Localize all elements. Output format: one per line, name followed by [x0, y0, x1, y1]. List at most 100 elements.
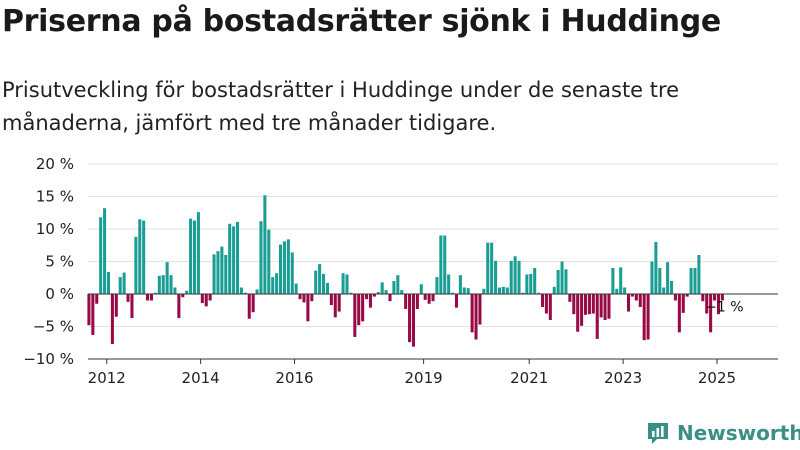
bar	[306, 294, 310, 322]
bar	[138, 219, 142, 294]
bar	[408, 294, 412, 343]
bar	[478, 294, 482, 325]
bar	[263, 195, 267, 294]
bar	[169, 275, 173, 294]
bar	[454, 294, 459, 308]
bar	[705, 294, 709, 314]
bar	[251, 294, 255, 313]
bar	[357, 294, 361, 326]
bar	[212, 254, 216, 294]
bar	[447, 274, 451, 294]
bar	[232, 226, 236, 294]
bar	[384, 290, 388, 294]
bar	[642, 294, 646, 341]
bar	[267, 229, 271, 294]
bar	[685, 294, 689, 297]
bar	[486, 242, 490, 294]
bar	[466, 288, 470, 294]
bar-chart: 20 % 15 % 10 % 5 % 0 % −5 % −10 % 2012 2014 2016…	[23, 155, 778, 387]
bar	[462, 287, 466, 294]
bar	[677, 294, 681, 333]
bar	[494, 260, 498, 294]
x-tick-label: 2016	[275, 369, 313, 387]
bar	[607, 294, 611, 319]
bar	[505, 287, 509, 294]
bar	[337, 294, 341, 312]
bar	[646, 294, 650, 340]
bar	[427, 294, 431, 304]
bar	[243, 292, 247, 294]
bar	[693, 268, 697, 294]
bar	[458, 275, 462, 294]
bar	[185, 290, 189, 294]
bar	[87, 294, 91, 326]
bar	[196, 212, 200, 294]
chart-subtitle: Prisutveckling för bostadsrätter i Huddi…	[2, 78, 680, 135]
bar	[654, 242, 658, 294]
bar	[368, 294, 372, 308]
bar	[181, 294, 185, 298]
latest-value-label: −1 %	[705, 300, 743, 316]
bar	[529, 273, 533, 294]
bar	[540, 294, 545, 307]
bar	[415, 294, 419, 309]
x-tick-label: 2021	[510, 369, 548, 387]
bar	[533, 268, 537, 294]
bar	[611, 268, 615, 294]
bar	[204, 294, 208, 307]
bar	[411, 294, 415, 347]
bar	[247, 294, 251, 319]
bar	[435, 277, 439, 294]
bar	[103, 208, 107, 294]
y-tick-label: 20 %	[36, 155, 74, 173]
bar	[697, 255, 701, 294]
bar	[298, 294, 302, 300]
bar	[239, 287, 243, 294]
bar	[423, 294, 427, 300]
annotation-layer: −1 %	[705, 300, 743, 316]
bar	[525, 274, 529, 294]
y-tick-label: 0 %	[45, 285, 74, 303]
bar	[361, 294, 365, 322]
bar	[235, 221, 240, 294]
bar	[404, 294, 408, 309]
x-tick-label: 2023	[604, 369, 642, 387]
bar	[224, 255, 228, 294]
bar	[91, 294, 95, 335]
bar	[619, 267, 623, 294]
bar	[568, 294, 572, 302]
bar	[353, 294, 357, 337]
bar	[310, 294, 314, 302]
bar	[560, 261, 564, 294]
brand-logo[interactable]: Newsworthy	[645, 420, 800, 446]
x-tick-label: 2025	[698, 369, 736, 387]
bar	[451, 292, 455, 294]
bar	[576, 294, 580, 332]
bar	[322, 273, 326, 294]
bar	[271, 277, 275, 294]
bar	[392, 281, 396, 294]
bar	[630, 294, 634, 297]
bar	[603, 294, 607, 320]
bar	[110, 294, 114, 345]
bar	[95, 294, 99, 304]
bar	[396, 275, 400, 294]
bar	[580, 294, 584, 326]
bar	[552, 286, 556, 294]
bar	[228, 223, 232, 294]
bar	[419, 284, 423, 294]
bar	[713, 294, 717, 301]
bar	[572, 294, 576, 315]
bar	[583, 294, 588, 315]
bar	[689, 268, 693, 294]
bar	[431, 294, 435, 302]
bar	[615, 288, 619, 294]
bar	[587, 294, 591, 315]
y-tick-label: −5 %	[33, 318, 74, 336]
bar	[548, 294, 552, 320]
bar	[318, 264, 322, 294]
bar	[626, 294, 631, 312]
bar	[720, 294, 724, 301]
bar	[126, 294, 130, 302]
bar	[314, 270, 318, 294]
